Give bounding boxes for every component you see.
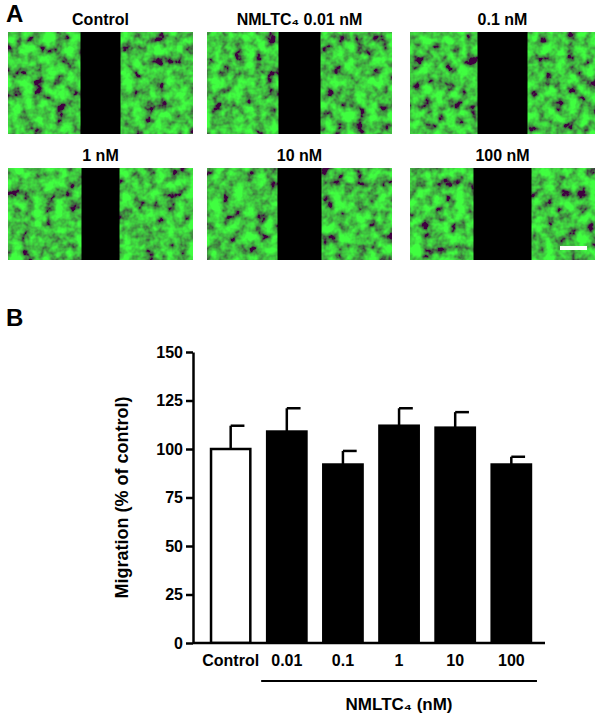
error-bar-cap [455,411,469,414]
image-background [207,168,392,260]
y-tick-label: 0 [174,635,183,652]
y-tick-mark [186,497,193,500]
y-tick: 50 [165,538,193,555]
image-background [8,168,193,260]
x-tick-label: Control [202,652,259,669]
x-tick-label: 100 [498,652,525,669]
plot-area [211,408,531,643]
y-tick: 150 [156,344,193,361]
error-bar [455,412,469,428]
image-background [207,32,392,134]
x-tick: 10 [446,643,464,669]
error-bar [231,426,245,449]
panel-label: A [6,0,23,27]
y-tick-label: 75 [165,489,183,506]
error-bar-stem [398,408,401,425]
y-tick-mark [186,351,193,354]
y-tick: 25 [165,586,193,603]
y-tick-label: 150 [156,344,183,361]
cell-texture [8,32,193,134]
bar [436,428,475,643]
wound-gap [82,168,120,260]
wound-gap [81,32,121,134]
figure: AControlNMLTC₄ 0.01 nM0.1 nM1 nM10 nM100… [0,0,600,725]
error-bar-cap [343,450,357,453]
scale-bar [560,246,587,250]
y-tick: 125 [156,392,193,409]
group-bracket [261,680,537,682]
image-title: NMLTC₄ 0.01 nM [237,11,363,28]
image-title: 10 nM [277,147,322,164]
y-tick-mark [186,400,193,403]
bar [267,432,306,643]
error-bar [343,451,357,465]
error-bar-cap [511,456,525,459]
y-tick-label: 100 [156,441,183,458]
y-tick-mark [186,594,193,597]
y-tick: 75 [165,489,193,506]
image-title: Control [72,11,129,28]
x-tick: Control [202,643,259,669]
x-tick: 1 [395,643,404,669]
cell-texture [8,168,193,260]
panel-label: B [6,304,23,331]
micrograph [8,32,193,134]
image-title: 100 nM [475,147,529,164]
y-tick-label: 125 [156,392,183,409]
x-tick: 0.1 [332,643,354,669]
image-title: 1 nM [82,147,118,164]
error-bar-stem [286,408,289,431]
y-tick-label: 50 [165,538,183,555]
error-bar [287,408,301,431]
error-bar-cap [287,407,301,410]
wound-gap [278,168,322,260]
x-tick-label: 10 [446,652,464,669]
y-tick-mark [186,545,193,548]
bar [379,426,418,643]
cell-texture [410,32,595,134]
image-background [410,32,595,134]
micrograph [410,168,595,260]
bar [492,465,531,643]
y-axis: 0 25 50 75 100 125 150 [156,344,193,652]
wound-gap [474,168,532,260]
y-tick-label: 25 [165,586,183,603]
y-tick: 0 [174,635,193,652]
error-bar [399,408,413,425]
x-tick-label: 0.1 [332,652,354,669]
x-group-label: NMLTC₄ (nM) [346,695,453,714]
bar [211,449,250,643]
cell-texture [207,32,392,134]
micrograph [410,32,595,134]
image-background [410,168,595,260]
image-title: 0.1 nM [478,11,528,28]
y-tick-mark [186,642,193,645]
x-axis-line [193,642,545,645]
y-tick-mark [186,448,193,451]
cell-texture [207,168,392,260]
x-axis: Control 0.01 0.1 1 10 100 [193,643,545,669]
bar [323,465,362,643]
micrograph [207,32,392,134]
y-axis-title: Migration (% of control) [112,397,132,599]
error-bar-cap [399,407,413,410]
x-tick-label: 0.01 [271,652,302,669]
cell-texture [410,168,595,260]
error-bar-stem [342,451,345,465]
error-bar-stem [229,426,232,449]
wound-gap [279,32,321,134]
x-tick: 100 [498,643,525,669]
wound-gap [478,32,528,134]
micrograph [207,168,392,260]
error-bar-cap [231,424,245,427]
image-background [8,32,193,134]
x-tick: 0.01 [271,643,302,669]
x-tick-label: 1 [395,652,404,669]
error-bar-stem [454,412,457,428]
micrograph [8,168,193,260]
y-tick: 100 [156,441,193,458]
